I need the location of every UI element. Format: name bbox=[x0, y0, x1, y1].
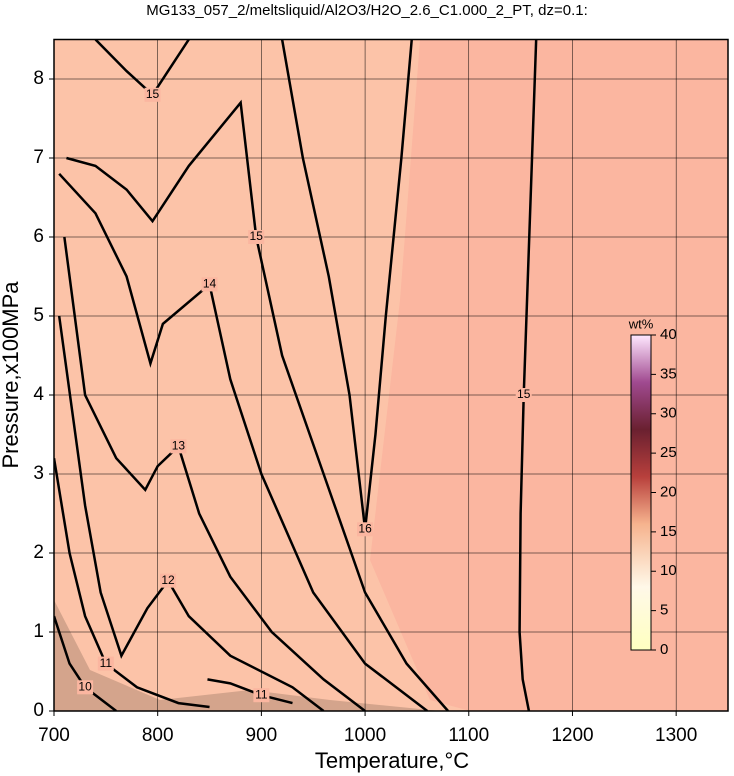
contour-label-group: 14 bbox=[201, 277, 218, 292]
contour-label-group: 11 bbox=[97, 656, 114, 671]
contour-label-bg bbox=[253, 688, 270, 703]
contour-label: 15 bbox=[146, 87, 160, 101]
contour-label-group: 16 bbox=[357, 521, 374, 537]
contour-label: 12 bbox=[161, 573, 175, 587]
contour-line bbox=[57, 315, 325, 711]
contour-line bbox=[518, 39, 538, 711]
colorbar-tick-label: 25 bbox=[660, 444, 677, 461]
plot-frame bbox=[53, 38, 729, 712]
dense-region bbox=[54, 40, 470, 711]
colorbar-tick-label: 0 bbox=[660, 641, 668, 658]
colorbar-tick-label: 15 bbox=[660, 523, 677, 540]
plot-layer bbox=[54, 40, 470, 711]
y-tick-label: 3 bbox=[33, 463, 44, 484]
x-tick-label: 1300 bbox=[655, 725, 697, 746]
dense-band bbox=[54, 600, 440, 711]
contour-line bbox=[66, 99, 449, 711]
contour-label-group: 13 bbox=[170, 439, 187, 454]
colorbar bbox=[630, 334, 652, 651]
contour-label-group: 11 bbox=[253, 687, 270, 703]
colorbar-tick-label: 5 bbox=[660, 602, 668, 619]
contour-label-group: 10 bbox=[77, 679, 94, 695]
y-tick-label: 0 bbox=[33, 700, 44, 721]
contour-line bbox=[207, 678, 293, 705]
chart-title: MG133_057_2/meltsliquid/Al2O3/H2O_2.6_C1… bbox=[146, 2, 588, 19]
contour-label: 15 bbox=[250, 229, 264, 243]
y-tick-label: 8 bbox=[33, 68, 44, 89]
y-tick-label: 6 bbox=[33, 226, 44, 247]
x-tick-label: 1000 bbox=[344, 725, 386, 746]
colorbar-tick-label: 20 bbox=[660, 483, 677, 500]
contour-label-group: 15 bbox=[515, 387, 532, 402]
contour-label-bg bbox=[144, 87, 161, 102]
contour-label-bg bbox=[170, 439, 187, 454]
y-tick-label: 5 bbox=[33, 305, 44, 326]
colorbar-label: wt% bbox=[628, 316, 654, 331]
contour-label: 11 bbox=[255, 687, 268, 701]
contour-label: 15 bbox=[517, 387, 531, 401]
contour-label: 11 bbox=[100, 656, 113, 670]
x-tick-label: 1100 bbox=[448, 725, 489, 746]
contour-label-group: 15 bbox=[248, 229, 265, 244]
contour-label-bg bbox=[357, 522, 374, 537]
colorbar-tick-label: 40 bbox=[660, 326, 677, 343]
x-axis-label: Temperature,°C bbox=[315, 748, 469, 773]
contour-label: 16 bbox=[358, 521, 372, 535]
contour-label-group: 12 bbox=[160, 573, 177, 588]
x-tick-label: 1200 bbox=[551, 725, 593, 746]
contour-label: 14 bbox=[203, 277, 217, 291]
x-tick-label: 900 bbox=[246, 725, 278, 746]
y-tick-label: 7 bbox=[33, 147, 44, 168]
contour-label: 10 bbox=[78, 679, 92, 693]
contour-label-bg bbox=[515, 388, 532, 402]
contour-label-bg bbox=[77, 680, 94, 695]
x-tick-label: 700 bbox=[38, 725, 70, 746]
y-axis-label: Pressure,x100MPa bbox=[0, 281, 23, 469]
colorbar-tick-label: 35 bbox=[660, 365, 677, 382]
y-tick-label: 4 bbox=[33, 384, 44, 405]
colorbar-tick-label: 10 bbox=[660, 562, 677, 579]
contour-label-bg bbox=[248, 230, 265, 244]
contour-label-bg bbox=[160, 573, 177, 588]
y-tick-label: 2 bbox=[33, 542, 44, 563]
contour-label: 13 bbox=[172, 439, 186, 453]
contour-line bbox=[54, 615, 117, 711]
contour-label-bg bbox=[201, 277, 218, 292]
x-tick-label: 800 bbox=[142, 725, 174, 746]
contour-label-group: 15 bbox=[144, 87, 161, 102]
colorbar-tick-label: 30 bbox=[660, 405, 677, 422]
y-tick-label: 1 bbox=[33, 621, 44, 642]
contour-label-bg bbox=[97, 656, 114, 671]
